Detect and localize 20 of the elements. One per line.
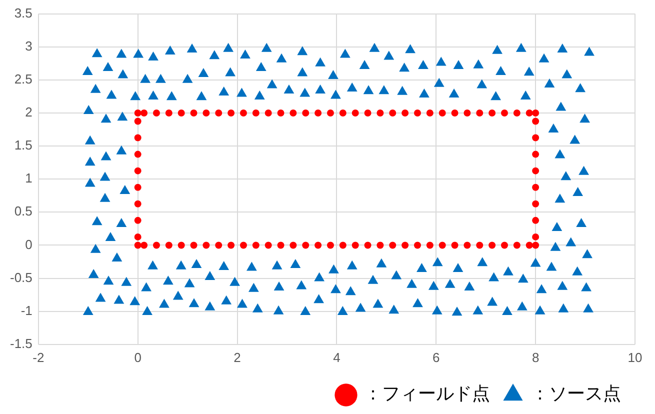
y-tick-label: 2.5 xyxy=(14,72,32,86)
y-tick-label: 2 xyxy=(25,104,32,120)
y-tick-label: 1 xyxy=(25,170,32,186)
x-tick-label: 6 xyxy=(432,350,440,365)
y-tick-label: -0.5 xyxy=(10,270,32,285)
legend-label: ：フィールド点 xyxy=(364,384,490,405)
y-tick-label: 0 xyxy=(25,236,32,252)
y-tick-label: 3.5 xyxy=(14,5,32,20)
y-tick-label: -1 xyxy=(20,302,32,318)
x-tick-label: 8 xyxy=(532,350,540,365)
legend-label: ：ソース点 xyxy=(531,384,621,405)
y-tick-label: 3 xyxy=(25,38,32,54)
x-tick-label: -2 xyxy=(32,350,44,365)
x-tick-label: 4 xyxy=(333,350,340,365)
x-tick-label: 10 xyxy=(628,350,642,365)
y-tick-label: 0.5 xyxy=(14,204,32,219)
x-tick-label: 0 xyxy=(134,350,142,365)
y-tick-label: 1.5 xyxy=(14,138,32,153)
x-tick-label: 2 xyxy=(234,350,241,365)
y-tick-label: -1.5 xyxy=(10,336,32,351)
